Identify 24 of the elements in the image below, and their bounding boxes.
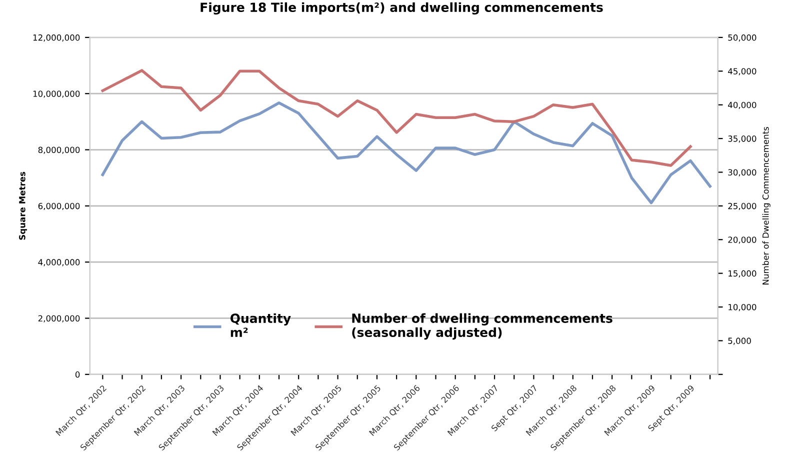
chart-title: Figure 18 Tile imports(m²) and dwelling commencements <box>200 2 603 15</box>
y2-tick-label: 35,000 <box>728 136 756 143</box>
y2-tick-label: 20,000 <box>728 236 756 244</box>
y2-tick-label: 5,000 <box>728 338 751 345</box>
y2-tick-label: 15,000 <box>728 270 756 278</box>
y-tick-label: 6,000,000 <box>38 202 80 210</box>
legend-label: Quantity m² <box>230 313 291 337</box>
y-tick-label: 4,000,000 <box>38 259 80 266</box>
y2-tick-label: 30,000 <box>728 169 756 176</box>
legend-label: Number of dwelling commencements (seasonally adjusted) <box>352 313 612 340</box>
y2-tick-label: 45,000 <box>728 68 756 76</box>
y-tick-label: 12,000,000 <box>33 34 80 42</box>
y-tick-label: 10,000,000 <box>33 90 80 98</box>
y2-tick-label: 50,000 <box>728 34 756 42</box>
line-series <box>101 69 692 167</box>
line-series <box>101 101 712 204</box>
y2-axis-title: Number of Dwelling Commencements <box>762 126 770 284</box>
y2-tick-label: 40,000 <box>728 102 756 109</box>
y-tick-label: 2,000,000 <box>38 315 80 322</box>
y-tick-label: 0 <box>75 371 80 378</box>
y2-tick-label: 10,000 <box>728 304 756 312</box>
y-tick-label: 8,000,000 <box>38 146 80 154</box>
y-axis-title: Square Metres <box>19 172 27 240</box>
y2-tick-label: 25,000 <box>728 202 756 210</box>
